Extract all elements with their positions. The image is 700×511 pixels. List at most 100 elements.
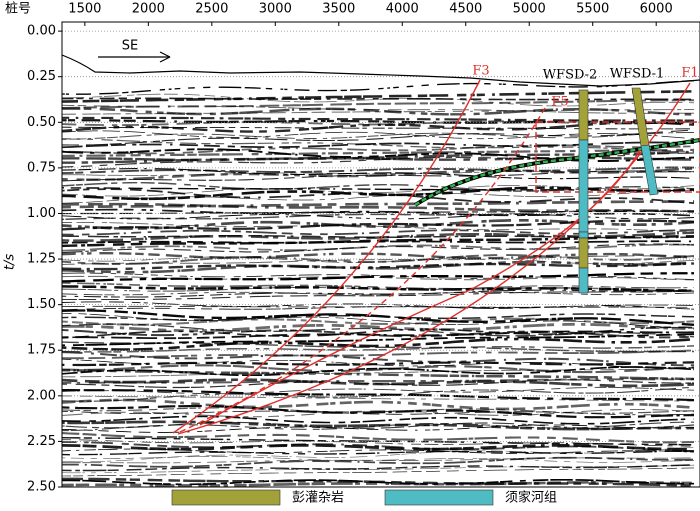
reflector [62,329,695,339]
reflector [62,456,695,463]
reflector [62,443,694,451]
reflector [62,386,695,395]
reflector [62,170,695,176]
fault-branch [199,149,641,426]
reflector [62,138,695,153]
reflector [62,255,694,266]
reflector [62,90,695,103]
reflector [62,209,694,221]
reflector [62,467,695,477]
well-segment [578,237,589,269]
well-segment [578,89,589,141]
fault-f3 [172,79,481,434]
reflector [62,404,695,419]
reflector [62,116,694,122]
reflector [62,345,695,353]
y-tick-label: 1.00 [27,206,56,221]
fault-label: F3 [472,64,489,79]
reflector [62,464,695,472]
reflector [62,234,695,239]
well-label: WFSD-2 [543,68,598,83]
reflector [62,351,694,367]
reflector [62,309,695,326]
plot-frame [61,21,700,488]
reflector [62,432,695,444]
reflector [62,330,695,340]
reflector [62,208,695,217]
reflector [62,408,695,418]
x-tick-label: 3500 [322,2,355,17]
reflector [62,290,695,301]
x-tick-label: 1500 [68,2,101,17]
reflector [62,272,694,283]
reflector [62,119,695,125]
y-tick-label: 1.25 [27,252,56,267]
y-tick-label: 0.50 [27,115,56,130]
reflector [62,229,695,236]
reflector [62,243,695,254]
reflector [62,285,694,292]
y-tick-label: 0.25 [27,69,56,84]
reflector [62,260,695,274]
fault-label: F1 [681,66,698,81]
reflector [62,243,695,252]
well-segment [578,267,589,294]
legend-label: 彭灌杂岩 [292,491,344,506]
reflector [62,395,694,402]
reflector [62,187,694,192]
well-label: WFSD-1 [610,67,665,82]
reflector [62,99,695,109]
wells [578,87,659,294]
reflector [62,200,694,209]
reflector [62,398,695,411]
reflector [62,170,695,182]
y-tick-label: 2.25 [27,434,56,449]
direction-label: SE [122,39,138,54]
reflector [62,186,695,201]
y-axis-label: t/s [3,254,18,270]
reflector [62,141,695,149]
reflector [62,456,695,468]
fault-label: F5 [551,95,568,110]
reflector [62,322,694,333]
reflector [62,148,695,162]
reflector [62,349,695,360]
fault-f5 [179,107,546,433]
reflector [62,421,695,430]
x-tick-label: 3000 [259,2,292,17]
reflector [62,450,695,456]
x-tick-label: 2500 [195,2,228,17]
reflector [62,337,695,351]
reflector [62,254,695,265]
reflector [62,108,694,115]
reflector [62,129,695,146]
reflector [62,447,695,463]
reflector [62,424,695,433]
reflector [62,491,694,499]
arrow-head [159,51,171,63]
reflector [62,189,694,204]
seismic-texture [62,80,695,501]
reflector [62,285,695,292]
reflector [62,168,695,180]
reflector [62,252,695,260]
reflector [62,97,695,101]
reflector [62,379,695,389]
reflector [62,464,695,474]
x-tick-label: 4000 [386,2,419,17]
reflector [62,235,694,248]
reflector [62,275,695,281]
legend: 彭灌杂岩 须家河组 [171,490,557,506]
y-tick-label: 1.50 [27,297,56,312]
y-tick-label: 0.75 [27,160,56,175]
well-segment [640,144,659,196]
x-tick-label: 4500 [449,2,482,17]
reflector [62,364,695,374]
y-tick-label: 1.75 [27,343,56,358]
reflector [62,448,695,454]
x-tick-label: 2000 [132,2,165,17]
x-tick-label: 5000 [513,2,546,17]
highlight-box [535,121,700,193]
reflector [62,489,694,501]
